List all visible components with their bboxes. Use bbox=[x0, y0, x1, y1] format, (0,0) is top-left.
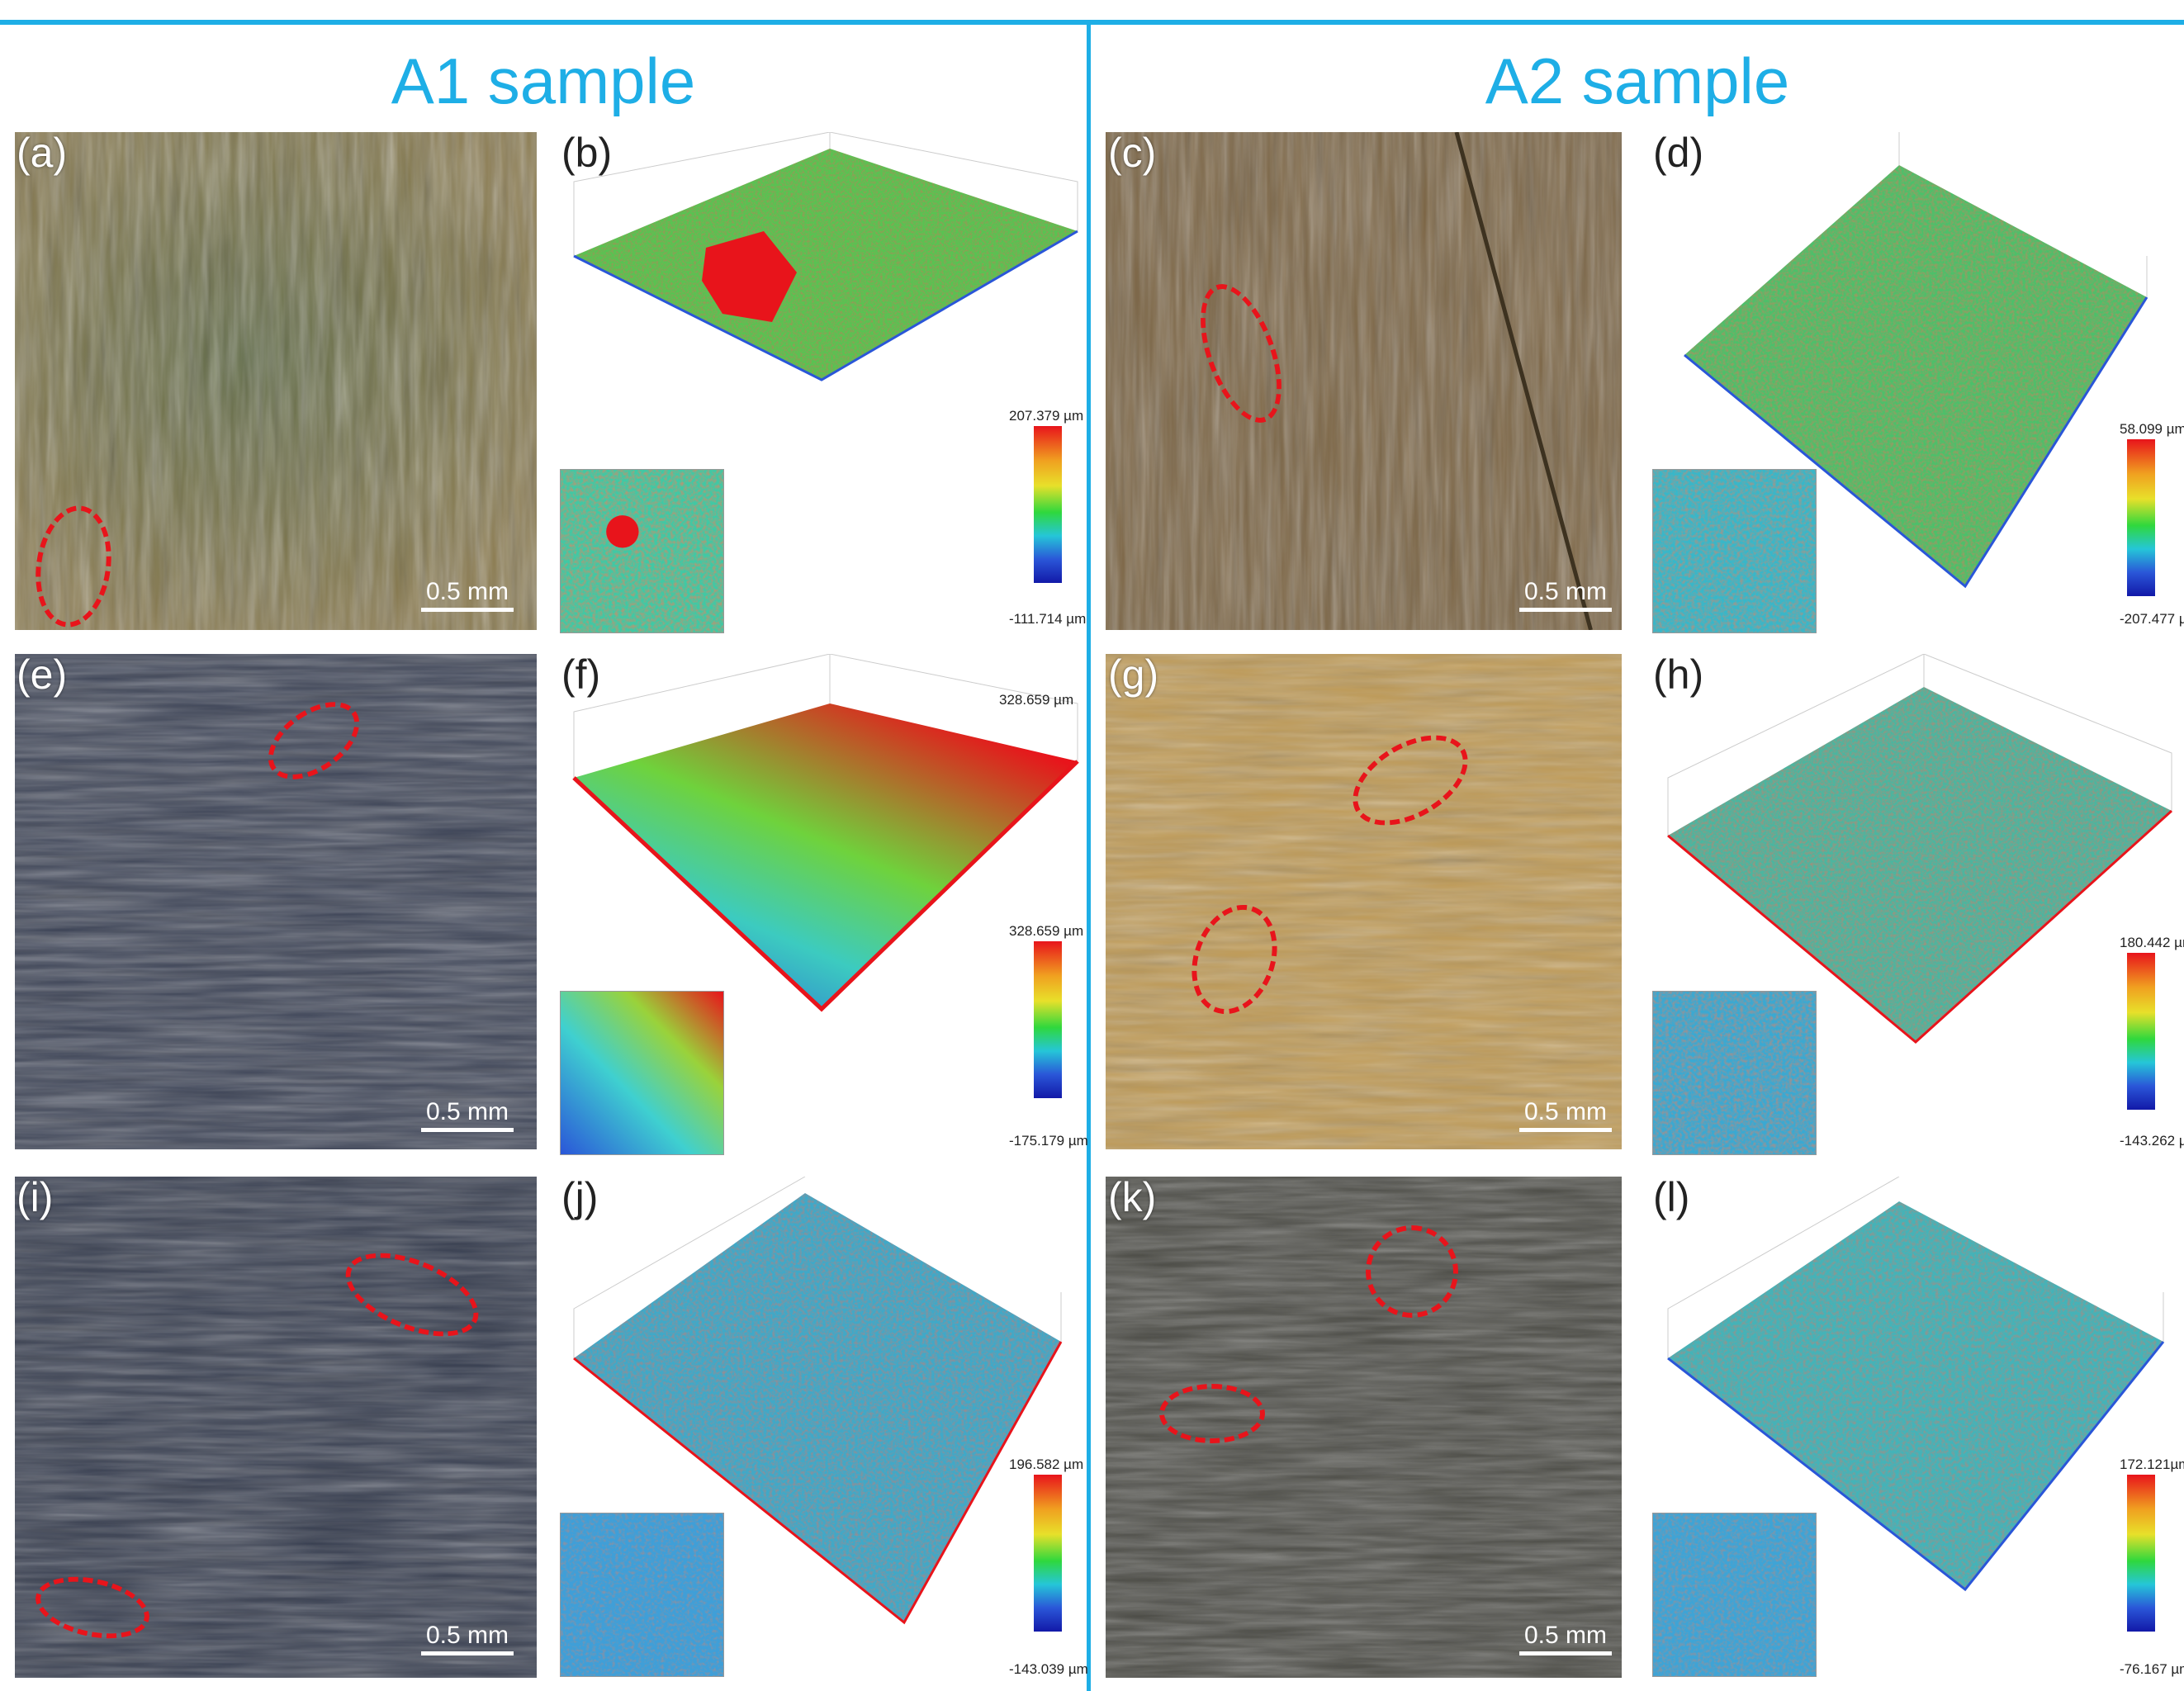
colorbar-j bbox=[1034, 1475, 1062, 1632]
topography-3d-b bbox=[557, 132, 1086, 512]
scale-bar-a: 0.5 mm bbox=[421, 578, 514, 612]
scale-bar-g: 0.5 mm bbox=[1519, 1098, 1612, 1132]
panel-label-g: (g) bbox=[1108, 651, 1159, 698]
scale-bar-label: 0.5 mm bbox=[425, 1622, 509, 1649]
defect-marker-ellipse bbox=[1366, 1225, 1458, 1318]
colorbar-min-f: -175.179 µm bbox=[1009, 1133, 1088, 1149]
micrograph-g bbox=[1106, 654, 1622, 1149]
inset-map-d bbox=[1652, 469, 1817, 633]
panel-label-d: (d) bbox=[1653, 130, 1704, 176]
scale-bar-i: 0.5 mm bbox=[421, 1622, 514, 1655]
panel-label-i: (i) bbox=[17, 1174, 54, 1220]
inset-map-f bbox=[560, 991, 724, 1155]
topography-3d-f bbox=[557, 654, 1086, 1042]
colorbar-max-d: 58.099 µm bbox=[2120, 421, 2184, 437]
colorbar-min-b: -111.714 µm bbox=[1009, 611, 1087, 627]
colorbar-d bbox=[2127, 439, 2155, 596]
colorbar-h bbox=[2127, 953, 2155, 1110]
panel-label-e: (e) bbox=[17, 651, 68, 698]
scale-bar-e: 0.5 mm bbox=[421, 1098, 514, 1132]
center-divider bbox=[1087, 20, 1091, 1691]
panel-label-b: (b) bbox=[561, 130, 613, 176]
panel-label-c: (c) bbox=[1108, 130, 1157, 176]
micrograph-e bbox=[15, 654, 537, 1149]
scale-bar-label: 0.5 mm bbox=[1523, 1098, 1608, 1125]
scale-bar-label: 0.5 mm bbox=[1523, 1622, 1608, 1649]
colorbar-max-j: 196.582 µm bbox=[1009, 1457, 1084, 1472]
panel-label-j: (j) bbox=[561, 1174, 599, 1220]
scale-bar-c: 0.5 mm bbox=[1519, 578, 1612, 612]
scale-bar-k: 0.5 mm bbox=[1519, 1622, 1612, 1655]
scale-bar-label: 0.5 mm bbox=[425, 1098, 509, 1125]
scale-bar-label: 0.5 mm bbox=[425, 578, 509, 605]
colorbar-min-j: -143.039 µm bbox=[1009, 1661, 1088, 1677]
colorbar-max-f: 328.659 µm bbox=[1009, 923, 1084, 939]
topography-3d-j bbox=[557, 1177, 1086, 1639]
colorbar-min-l: -76.167 µm bbox=[2120, 1661, 2184, 1677]
section-title-a1: A1 sample bbox=[391, 45, 696, 117]
inset-map-h bbox=[1652, 991, 1817, 1155]
defect-marker-ellipse bbox=[1159, 1384, 1265, 1443]
micrograph-c bbox=[1106, 132, 1622, 630]
colorbar-l bbox=[2127, 1475, 2155, 1632]
scale-bar-label: 0.5 mm bbox=[1523, 578, 1608, 605]
panel-label-f: (f) bbox=[561, 651, 601, 698]
micrograph-a bbox=[15, 132, 537, 630]
colorbar-f bbox=[1034, 941, 1062, 1098]
colorbar-min-d: -207.477 µm bbox=[2120, 611, 2184, 627]
colorbar-max-l: 172.121µm bbox=[2120, 1457, 2184, 1472]
colorbar-min-h: -143.262 µm bbox=[2120, 1133, 2184, 1149]
colorbar-b bbox=[1034, 426, 1062, 583]
colorbar-max-h: 180.442 µm bbox=[2120, 935, 2184, 950]
colorbar-note-f: 328.659 µm bbox=[999, 692, 1074, 708]
panel-label-l: (l) bbox=[1653, 1174, 1690, 1220]
section-title-a2: A2 sample bbox=[1485, 45, 1790, 117]
inset-map-l bbox=[1652, 1513, 1817, 1677]
inset-map-b bbox=[560, 469, 724, 633]
topography-3d-h bbox=[1651, 654, 2180, 1059]
top-divider bbox=[0, 20, 2184, 25]
micrograph-i bbox=[15, 1177, 537, 1678]
colorbar-max-b: 207.379 µm bbox=[1009, 408, 1084, 424]
panel-label-h: (h) bbox=[1653, 651, 1704, 698]
panel-label-k: (k) bbox=[1108, 1174, 1157, 1220]
panel-label-a: (a) bbox=[17, 130, 68, 176]
inset-map-j bbox=[560, 1513, 724, 1677]
